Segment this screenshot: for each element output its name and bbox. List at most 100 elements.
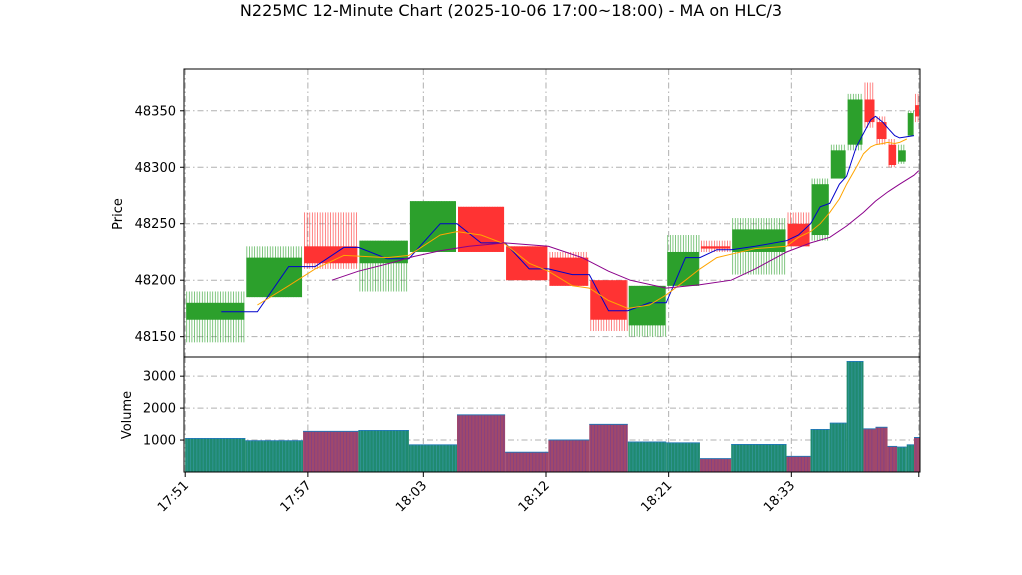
price-axis-label: Price: [111, 198, 126, 230]
volume-bar: [185, 437, 246, 472]
volume-bar: [887, 445, 898, 472]
candle-body: [409, 201, 456, 252]
candle-body: [700, 246, 731, 249]
volume-bar: [699, 458, 732, 472]
x-tick-label: 18:33: [761, 478, 798, 515]
volume-bar: [666, 442, 700, 472]
volume-tick-label: 3000: [143, 370, 176, 385]
candle-up: [186, 291, 245, 343]
candle-body: [830, 150, 846, 179]
price-panel: 48150 48200 48250 48300 48350 Price: [111, 68, 921, 358]
candle-up: [907, 110, 914, 136]
x-tick-label: 18:12: [516, 478, 553, 515]
candle-body: [876, 122, 887, 140]
candle-up: [359, 240, 408, 292]
candle-down: [549, 251, 589, 286]
candle-down: [304, 212, 358, 269]
candle-up: [830, 144, 846, 179]
price-tick-label: 48300: [135, 161, 176, 176]
volume-bar-fill: [245, 440, 304, 472]
candle-up: [732, 218, 786, 275]
x-tick-label: 18:03: [393, 478, 430, 515]
volume-bar-fill: [358, 430, 409, 472]
x-tick-label: 17:51: [155, 478, 192, 515]
candle-down: [457, 206, 505, 252]
candle-down: [914, 93, 919, 123]
volume-panel-border: [183, 356, 921, 473]
candle-down: [590, 280, 628, 332]
volume-bar-fill: [906, 444, 914, 472]
volume-bar: [731, 444, 787, 472]
candle-up: [628, 285, 667, 337]
volume-bar: [875, 426, 888, 472]
candle-body: [186, 302, 245, 320]
volume-bar-fill: [810, 429, 830, 472]
price-panel-frame: [184, 69, 920, 357]
volume-bar: [627, 441, 667, 472]
candle-body: [888, 144, 897, 165]
volume-bar: [303, 430, 359, 472]
volume-bar: [786, 455, 811, 472]
candle-up: [847, 93, 863, 151]
price-gridlines: [184, 69, 920, 357]
volume-bars: [185, 360, 920, 472]
price-candles: [186, 82, 919, 343]
candle-body: [549, 257, 589, 286]
volume-tick-label: 2000: [143, 402, 176, 417]
candle-body: [732, 229, 786, 252]
volume-y-ticks: 1000 2000 3000: [143, 370, 184, 449]
volume-bar-fill: [699, 458, 732, 472]
volume-axis-label: Volume: [120, 391, 135, 439]
moving-average-ma-mid: [257, 138, 908, 309]
volume-bar: [846, 360, 864, 472]
volume-bar-fill: [875, 427, 888, 472]
candle-body: [359, 240, 408, 264]
candle-down: [864, 82, 875, 128]
candle-body: [246, 257, 303, 298]
candle-body: [847, 99, 863, 145]
volume-bar: [810, 429, 830, 472]
volume-bar: [829, 422, 847, 472]
volume-bar: [505, 451, 549, 472]
candle-up: [811, 178, 829, 241]
price-tick-label: 48200: [135, 274, 176, 289]
volume-bar: [913, 437, 920, 472]
x-tick-label: 18:21: [638, 478, 675, 515]
x-tick-label: 17:57: [278, 478, 315, 515]
volume-bar: [589, 423, 628, 472]
candle-body: [304, 246, 358, 264]
volume-bar-fill: [627, 441, 667, 472]
volume-bar-fill: [913, 437, 920, 472]
volume-bar: [408, 444, 457, 472]
x-axis-ticks: 17:51 17:57 18:03 18:12 18:21 18:33: [155, 472, 920, 515]
moving-average-ma-slow: [331, 170, 920, 289]
candle-body: [811, 184, 829, 236]
candle-body: [898, 150, 906, 162]
moving-average-lines: [221, 115, 920, 313]
volume-bar: [863, 428, 876, 472]
volume-bar-fill: [185, 438, 246, 472]
volume-bar-fill: [589, 424, 628, 472]
candle-body: [667, 251, 699, 286]
candle-down: [506, 246, 548, 281]
volume-bar: [245, 440, 304, 472]
price-tick-label: 48150: [135, 330, 176, 345]
volume-tick-label: 1000: [143, 434, 176, 449]
volume-bar: [906, 444, 914, 472]
volume-bar-fill: [863, 428, 876, 472]
candle-up: [409, 201, 456, 252]
price-tick-label: 48350: [135, 104, 176, 119]
candle-body: [864, 99, 875, 123]
candle-body: [457, 206, 505, 252]
volume-bar: [548, 439, 590, 472]
volume-bar-fill: [548, 440, 590, 472]
candle-up: [246, 246, 303, 298]
volume-bar: [456, 414, 506, 472]
candle-body: [506, 246, 548, 281]
candle-down: [787, 212, 810, 247]
candle-body: [914, 105, 919, 117]
volume-bar: [897, 446, 907, 472]
volume-panel: 1000 2000 3000 Volume: [120, 356, 921, 473]
price-tick-label: 48250: [135, 217, 176, 232]
